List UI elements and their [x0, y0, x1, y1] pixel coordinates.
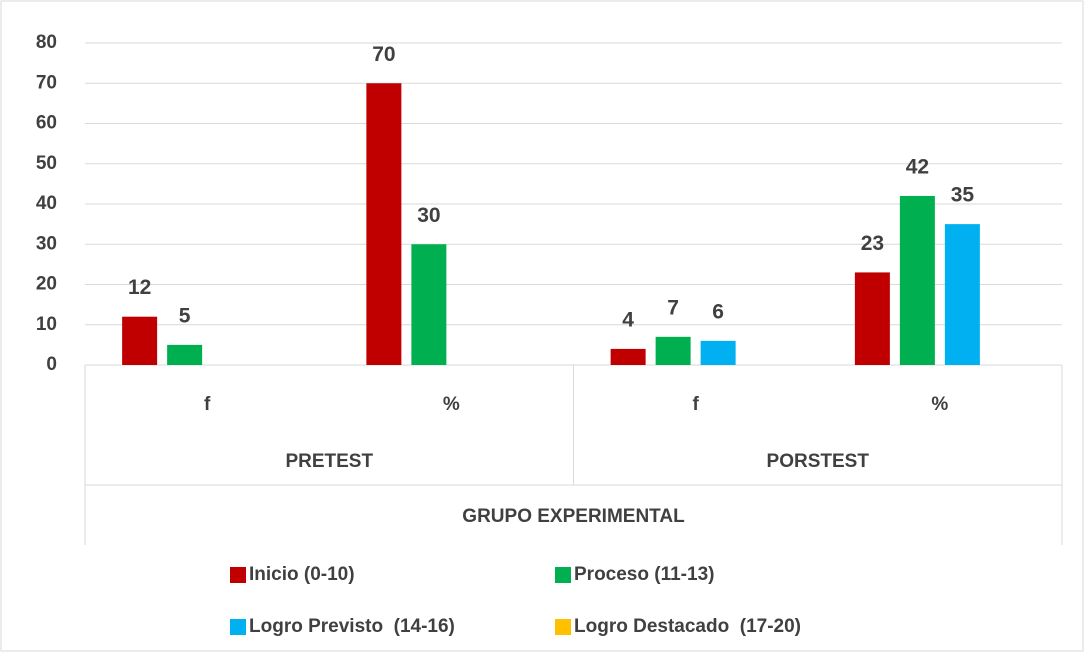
legend-swatch — [230, 619, 246, 635]
x-tick-label: f — [692, 394, 699, 415]
group-label: PRETEST — [285, 451, 373, 472]
bar — [366, 83, 402, 365]
y-tick-label: 30 — [36, 233, 57, 254]
group-title: GRUPO EXPERIMENTAL — [462, 506, 685, 527]
bar — [411, 244, 447, 365]
data-label: 35 — [951, 184, 975, 207]
bar — [854, 272, 890, 365]
legend-label: Inicio (0-10) — [249, 564, 355, 585]
legend-swatch — [230, 567, 246, 583]
bar — [700, 340, 736, 365]
bar — [899, 195, 935, 365]
y-tick-label: 50 — [36, 153, 57, 174]
legend-label: Logro Destacado (17-20) — [574, 616, 801, 637]
data-label: 30 — [417, 204, 440, 227]
data-label: 23 — [861, 232, 884, 255]
data-label: 7 — [667, 296, 679, 319]
y-tick-label: 40 — [36, 193, 57, 214]
x-tick-label: % — [443, 394, 460, 415]
data-label: 12 — [128, 276, 151, 299]
y-tick-label: 0 — [46, 354, 57, 375]
x-tick-label: % — [931, 394, 948, 415]
legend-swatch — [555, 567, 571, 583]
data-label: 42 — [906, 155, 929, 178]
y-tick-label: 10 — [36, 314, 57, 335]
bar — [167, 344, 203, 365]
group-label: PORSTEST — [767, 451, 870, 472]
bar — [122, 316, 158, 365]
bar — [944, 224, 980, 365]
y-tick-label: 70 — [36, 72, 57, 93]
data-label: 4 — [622, 308, 634, 331]
data-label: 5 — [179, 304, 191, 327]
y-tick-label: 60 — [36, 113, 57, 134]
bar — [610, 348, 646, 365]
y-tick-label: 80 — [36, 32, 57, 53]
legend-label: Proceso (11-13) — [574, 564, 714, 585]
bar — [655, 336, 691, 365]
legend-label: Logro Previsto (14-16) — [249, 616, 455, 637]
x-tick-label: f — [204, 394, 211, 415]
data-label: 6 — [712, 300, 724, 323]
legend-swatch — [555, 619, 571, 635]
y-tick-label: 20 — [36, 274, 57, 295]
data-label: 70 — [372, 43, 395, 66]
